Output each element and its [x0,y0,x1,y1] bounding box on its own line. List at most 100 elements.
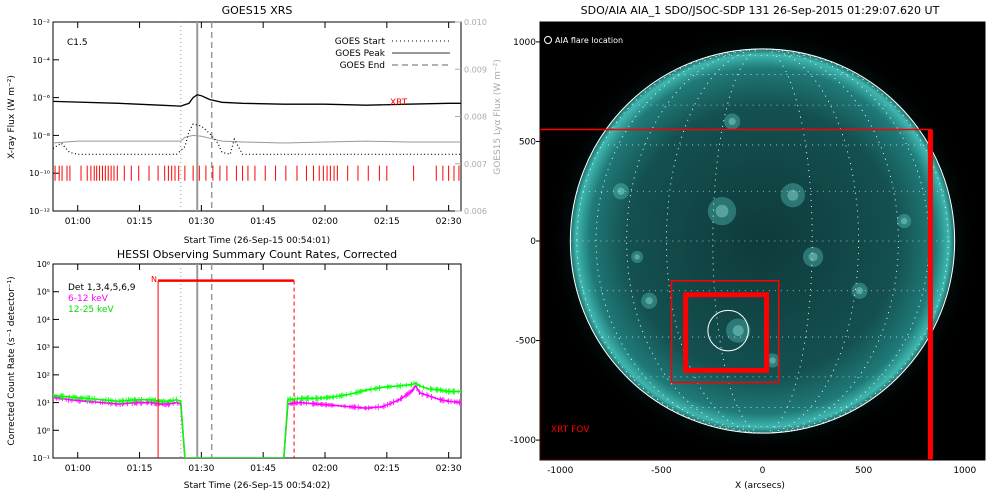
hessi-panel: HESSI Observing Summary Count Rates, Cor… [7,248,462,491]
goes-legend: GOES Start GOES Peak GOES End [335,37,450,71]
longitude-line [666,48,859,434]
aia-x-tick-label: 500 [855,466,872,476]
active-region-glow [707,196,737,226]
aia-x-tick-label: 1000 [953,466,976,476]
aia-y-tick-label: 1000 [513,38,536,48]
goes-xrt-observations [54,165,460,181]
goes-x-tick-label: 01:30 [188,217,214,227]
goes-class-label: C1.5 [67,38,88,48]
hessi-y-tick-label: 10⁰ [37,426,50,435]
solar-active-regions [612,113,912,368]
xrt-inner-box [683,292,770,373]
active-region-core [617,187,625,195]
goes-title: GOES15 XRS [222,4,293,17]
active-region-glow [724,113,741,130]
hessi-y-tick-label: 10² [37,371,50,380]
goes-legend-start: GOES Start [335,37,386,47]
hessi-legend-det: Det 1,3,4,5,6,9 [68,283,136,293]
solar-limb [569,48,956,434]
goes-xrt-label: XRT [390,98,408,108]
active-region-core [645,297,653,305]
goes-y-right-tick-label: 0.007 [464,160,487,169]
flare-legend-icon [544,36,552,44]
goes-x-tick-label: 02:30 [436,217,462,227]
longitude-line [626,48,899,434]
xrt-outer-box [670,280,780,384]
hessi-xlabel: Start Time (26-Sep-15 00:54:02) [184,481,330,491]
aia-y-tick-label: -500 [516,337,537,347]
hessi-x-tick-label: 02:30 [436,464,462,474]
goes-y-tick-label: 10⁻⁸ [32,131,50,140]
active-region-core [728,117,736,126]
goes-y-right-tick-label: 0.008 [464,113,487,122]
active-region-core [808,252,818,262]
hessi-legend-high: 12-25 keV [68,305,114,315]
longitude-line [576,48,949,434]
aia-axes: -1000 -500 0 500 1000 1000 500 0 -500 -1000 [510,38,977,476]
aia-y-tick-label: 500 [519,137,536,147]
active-region-core [769,357,776,364]
hessi-y-tick-label: 10⁵ [37,288,50,297]
goes-legend-end: GOES End [340,61,385,71]
goes-event-markers [180,22,213,211]
active-region-core [787,189,799,201]
active-region-glow [631,250,644,263]
aia-panel: SDO/AIA AIA_1 SDO/JSOC-SDP 131 26-Sep-20… [510,4,986,491]
aia-flare-legend: AIA flare location [555,36,623,45]
goes-y-tick-label: 10⁻¹² [29,207,50,216]
active-region-glow [612,183,630,200]
active-region-core [732,325,744,337]
hessi-y-tick-label: 10⁶ [37,260,50,269]
goes-axes: 01:00 01:15 01:30 01:45 02:00 02:15 02:30 10⁻² 1… [29,18,487,227]
hessi-plot-frame [52,263,462,459]
goes-y-tick-label: 10⁻¹⁰ [29,169,50,178]
goes-series [53,94,461,156]
hessi-y-tick-label: 10⁴ [37,315,50,324]
goes-ylabel-right: GOES15 Lyα Flux (W m⁻²) [493,59,503,175]
xrt-fov-label: XRT FOV [551,425,590,435]
aia-image [540,25,978,460]
aia-x-tick-label: 0 [760,466,766,476]
hessi-event-markers [180,264,213,458]
hessi-axes: 01:00 01:15 01:30 01:45 02:00 02:15 02:30 10⁶ 10… [32,260,461,474]
goes-xlabel: Start Time (26-Sep-15 00:54:01) [184,236,330,246]
hessi-night-bar [157,279,295,458]
hessi-x-tick-label: 02:15 [374,464,400,474]
hessi-title: HESSI Observing Summary Count Rates, Cor… [117,248,397,261]
active-region-glow [726,318,751,343]
goes-x-tick-label: 01:00 [65,217,91,227]
hessi-x-tick-label: 01:00 [65,464,91,474]
goes-x-tick-label: 01:45 [250,217,276,227]
longitude-line [712,48,813,434]
goes-x-tick-label: 02:00 [312,217,338,227]
goes-plot-frame [52,21,462,212]
hessi-series [53,380,461,458]
aia-x-tick-label: -1000 [547,466,573,476]
hessi-series-line-1 [53,382,461,458]
goes-y-tick-label: 10⁻⁴ [32,56,50,65]
goes-series-line-0 [53,94,461,107]
hessi-y-tick-label: 10⁻¹ [32,454,50,463]
hessi-ylabel: Corrected Count Rate (s⁻¹ detector⁻¹) [7,276,17,445]
goes-series-line-1 [53,134,461,144]
goes-y-right-tick-label: 0.010 [464,18,487,27]
aia-y-tick-label: 0 [530,237,536,247]
aia-title: SDO/AIA AIA_1 SDO/JSOC-SDP 131 26-Sep-20… [581,4,940,17]
hessi-legend: Det 1,3,4,5,6,9 6-12 keV 12-25 keV [68,283,136,315]
aia-x-tick-label: -500 [651,466,672,476]
active-region-glow [897,214,912,229]
hessi-x-tick-label: 01:45 [250,464,276,474]
aia-y-tick-label: -1000 [510,436,536,446]
goes-x-tick-label: 02:15 [374,217,400,227]
goes-series-line-2 [53,123,461,156]
goes-y-tick-label: 10⁻² [32,18,50,27]
goes-y-right-tick-label: 0.009 [464,65,487,74]
active-region-glow [802,246,824,268]
goes-y-tick-label: 10⁻⁶ [32,94,50,103]
goes-x-tick-label: 01:15 [127,217,153,227]
hessi-n-label: N [151,275,157,284]
hessi-y-tick-label: 10¹ [37,399,50,408]
hessi-x-tick-label: 01:15 [127,464,153,474]
hessi-y-tick-label: 10³ [37,343,50,352]
